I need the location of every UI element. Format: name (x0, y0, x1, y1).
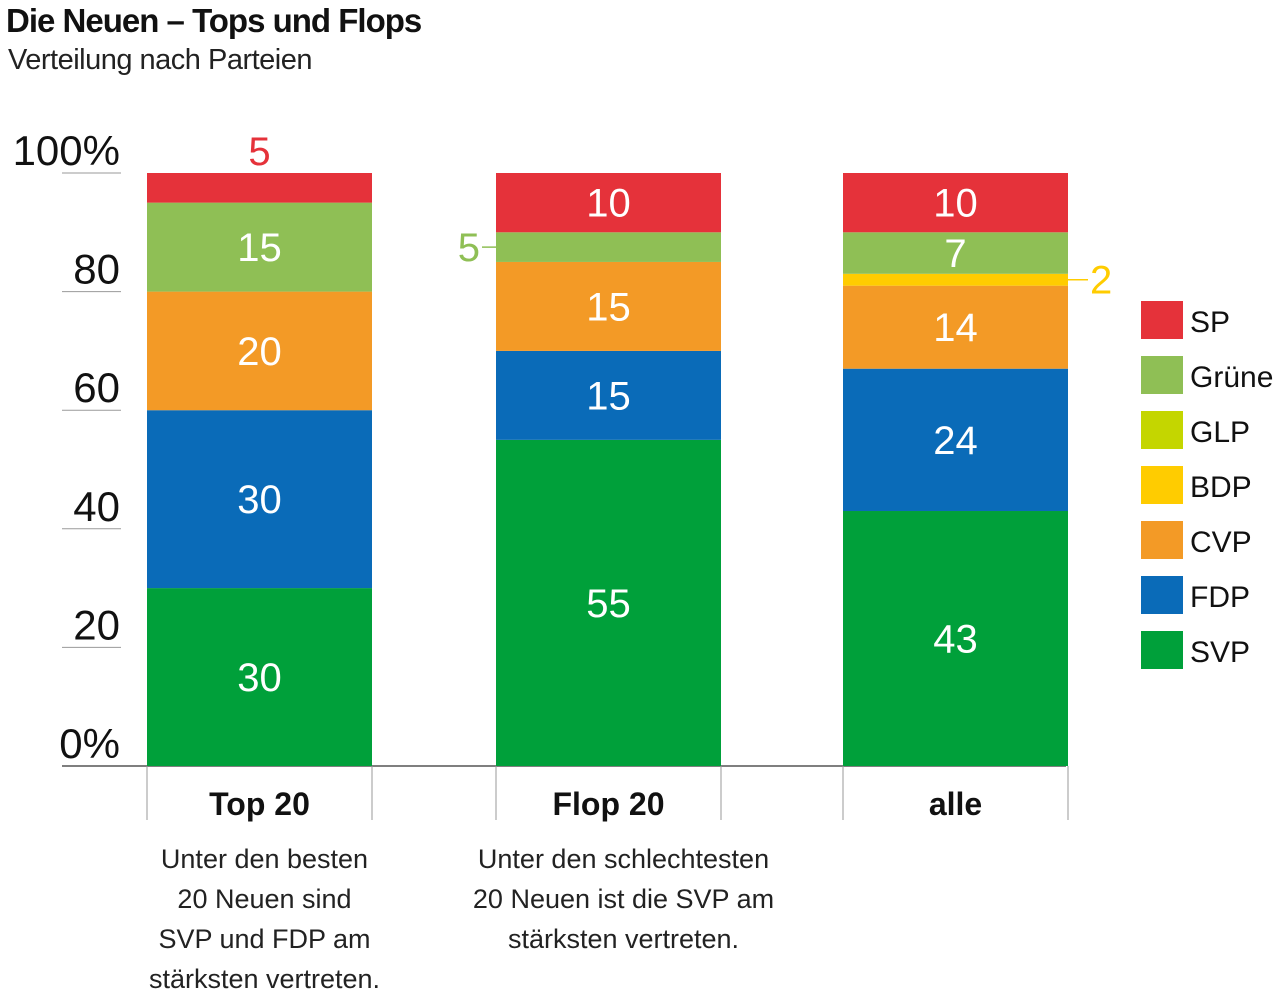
segment-value-label: 15 (586, 374, 631, 418)
legend-swatch-fdp (1141, 576, 1183, 614)
y-tick-label: 20 (73, 601, 120, 648)
y-tick-label: 80 (73, 246, 120, 293)
segment-value-label: 14 (933, 306, 978, 350)
segment-value-label: 5 (248, 130, 270, 174)
legend-swatch-sp (1141, 301, 1183, 339)
bar-segment-bdp (843, 273, 1068, 286)
legend-swatch-cvp (1141, 521, 1183, 559)
segment-value-label: 43 (933, 618, 978, 662)
category-note-line: 20 Neuen ist die SVP am (473, 884, 774, 914)
category-note-line: stärksten vertreten. (508, 924, 739, 954)
legend-label: CVP (1190, 526, 1252, 559)
segment-value-label: 20 (237, 330, 282, 374)
segment-value-label: 5 (458, 226, 480, 270)
y-tick-label: 0% (59, 720, 120, 767)
segment-value-label: 15 (237, 226, 282, 270)
segment-value-label: 10 (586, 182, 631, 226)
category-label: Top 20 (209, 786, 310, 822)
category-note-line: Unter den besten (161, 844, 368, 874)
legend-label: Grüne (1190, 361, 1273, 394)
chart-title: Die Neuen – Tops und Flops (6, 2, 422, 39)
legend-label: GLP (1190, 416, 1250, 449)
segment-value-label: 24 (933, 419, 978, 463)
bar-segment-fdp (843, 368, 1068, 512)
bar-segment-sp (496, 173, 721, 233)
legend-label: SVP (1190, 636, 1250, 669)
bar-segment-grüne (496, 232, 721, 262)
segment-value-label: 55 (586, 582, 631, 626)
bar-segment-fdp (147, 410, 372, 589)
y-tick-label: 40 (73, 483, 120, 530)
legend-swatch-glp (1141, 411, 1183, 449)
legend-swatch-grüne (1141, 356, 1183, 394)
y-tick-label: 60 (73, 364, 120, 411)
y-tick-label: 100% (13, 127, 120, 174)
legend-swatch-bdp (1141, 466, 1183, 504)
category-note-line: Unter den schlechtesten (478, 844, 769, 874)
legend-swatch-svp (1141, 631, 1183, 669)
segment-value-label: 7 (944, 232, 966, 276)
chart-subtitle: Verteilung nach Parteien (8, 44, 313, 76)
category-note-line: 20 Neuen sind (177, 884, 351, 914)
segment-value-label: 15 (586, 285, 631, 329)
category-note-line: stärksten vertreten. (149, 964, 380, 994)
bar-segment-fdp (496, 350, 721, 440)
bar-segment-cvp (843, 285, 1068, 369)
bar-segment-svp (496, 439, 721, 766)
bar-segment-svp (843, 511, 1068, 766)
category-label: alle (929, 786, 982, 822)
bar-segment-cvp (147, 291, 372, 411)
category-label: Flop 20 (552, 786, 664, 822)
bar-segment-sp (843, 173, 1068, 233)
segment-value-label: 30 (237, 478, 282, 522)
bar-segment-cvp (496, 261, 721, 351)
legend-label: BDP (1190, 471, 1252, 504)
bar-segment-grüne (147, 202, 372, 292)
segment-value-label: 10 (933, 182, 978, 226)
segment-value-label: 30 (237, 656, 282, 700)
bar-segment-grüne (843, 232, 1068, 274)
segment-value-label: 2 (1090, 259, 1112, 303)
bar-segment-svp (147, 588, 372, 766)
bar-segment-sp (147, 173, 372, 203)
legend-label: SP (1190, 306, 1230, 339)
category-note-line: SVP und FDP am (158, 924, 370, 954)
legend-label: FDP (1190, 581, 1250, 614)
